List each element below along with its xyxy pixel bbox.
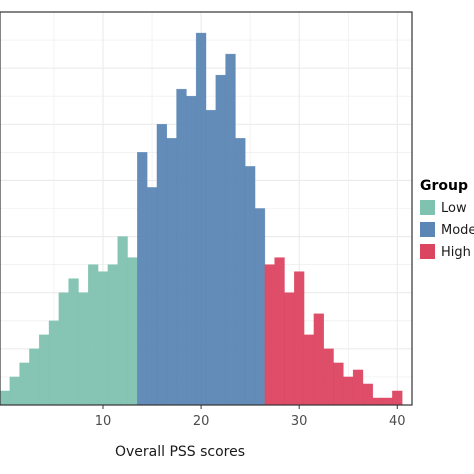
histogram-bar xyxy=(215,74,226,406)
histogram-bar xyxy=(166,138,177,406)
histogram-bar xyxy=(382,397,393,406)
x-tick-label: 30 xyxy=(291,414,308,429)
legend-title: Group xyxy=(420,178,468,194)
histogram-bar xyxy=(58,292,69,406)
histogram-bar xyxy=(392,390,403,406)
histogram-bar xyxy=(254,208,266,406)
histogram-bar xyxy=(274,257,285,406)
histogram-bar xyxy=(87,264,99,406)
histogram-bar xyxy=(244,166,256,406)
histogram-bar xyxy=(343,376,354,406)
histogram-bar xyxy=(186,95,197,406)
histogram-bar xyxy=(29,348,40,406)
legend-swatch xyxy=(420,200,435,215)
x-tick-label: 10 xyxy=(95,414,112,429)
histogram-bar xyxy=(97,271,109,406)
histogram-bar xyxy=(264,264,275,406)
histogram-bar xyxy=(19,362,30,406)
x-tick-label: 40 xyxy=(389,414,406,429)
histogram-bar xyxy=(9,376,20,406)
histogram-bar xyxy=(284,292,295,406)
histogram-bar xyxy=(146,187,158,406)
legend-swatch xyxy=(420,244,435,259)
x-axis-ticks: 10 20 30 40 xyxy=(95,405,406,429)
histogram-bar xyxy=(48,320,60,406)
histogram-bar xyxy=(303,334,315,406)
histogram-bar xyxy=(127,257,138,406)
histogram-bar xyxy=(176,88,187,406)
histogram-bar xyxy=(333,362,344,406)
legend-label: Moderate xyxy=(441,223,474,238)
histogram-bar xyxy=(117,236,128,406)
histogram-bar xyxy=(195,32,207,406)
plot-border xyxy=(0,11,413,406)
histogram-bar xyxy=(225,53,236,406)
x-axis-title: Overall PSS scores xyxy=(115,444,245,460)
histogram-bar xyxy=(78,292,89,406)
histogram-bar xyxy=(68,278,79,406)
histogram-bar xyxy=(137,152,148,406)
histogram-bar xyxy=(38,334,50,406)
legend-label: Low xyxy=(441,201,467,216)
histogram-bar xyxy=(205,109,217,406)
histogram-bars xyxy=(0,32,403,406)
histogram-bar xyxy=(372,397,383,406)
histogram-bar xyxy=(156,123,168,406)
histogram-bar xyxy=(293,271,305,406)
legend: Low Moderate High xyxy=(420,200,474,260)
histogram-bar xyxy=(362,383,374,406)
histogram-bar xyxy=(352,369,364,406)
histogram-bar xyxy=(323,348,334,406)
histogram-bar xyxy=(313,313,325,406)
histogram-bar xyxy=(0,390,11,406)
histogram-bar xyxy=(235,138,246,406)
legend-swatch xyxy=(420,222,435,237)
histogram-bar xyxy=(107,264,119,406)
legend-label: High xyxy=(441,245,471,260)
x-tick-label: 20 xyxy=(193,414,210,429)
